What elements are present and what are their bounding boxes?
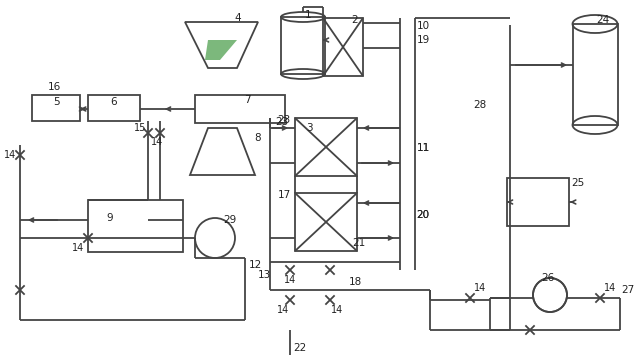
Text: 1: 1 bbox=[305, 10, 311, 20]
Bar bbox=[295, 118, 357, 176]
Bar bbox=[295, 193, 357, 251]
Text: 21: 21 bbox=[352, 238, 366, 248]
Text: 14: 14 bbox=[474, 283, 486, 293]
Text: 11: 11 bbox=[417, 143, 429, 153]
Text: 23: 23 bbox=[277, 115, 291, 125]
Text: 4: 4 bbox=[235, 13, 242, 23]
Text: 20: 20 bbox=[417, 210, 429, 220]
Text: 20: 20 bbox=[417, 210, 429, 220]
Text: 8: 8 bbox=[255, 133, 261, 143]
Bar bbox=[323, 18, 363, 76]
Text: 22: 22 bbox=[293, 343, 307, 353]
Text: 28: 28 bbox=[473, 100, 487, 110]
Text: 9: 9 bbox=[107, 213, 113, 223]
Text: 13: 13 bbox=[258, 270, 271, 280]
Polygon shape bbox=[205, 40, 237, 60]
Text: 12: 12 bbox=[249, 260, 261, 270]
Text: 17: 17 bbox=[277, 190, 291, 200]
Text: 14: 14 bbox=[151, 137, 163, 147]
Bar bbox=[88, 95, 140, 121]
Text: 29: 29 bbox=[224, 215, 236, 225]
Text: 14: 14 bbox=[604, 283, 616, 293]
Text: 24: 24 bbox=[596, 15, 610, 25]
Text: 6: 6 bbox=[111, 97, 118, 107]
Text: 25: 25 bbox=[571, 178, 585, 188]
Text: 19: 19 bbox=[417, 35, 429, 45]
Text: 23: 23 bbox=[275, 117, 289, 127]
Text: 5: 5 bbox=[52, 97, 59, 107]
Text: 14: 14 bbox=[4, 150, 16, 160]
Text: 14: 14 bbox=[331, 305, 343, 315]
Text: 11: 11 bbox=[417, 143, 429, 153]
Text: 7: 7 bbox=[243, 95, 250, 105]
Bar bbox=[573, 24, 618, 125]
Text: 10: 10 bbox=[417, 21, 429, 31]
Text: 14: 14 bbox=[72, 243, 84, 253]
Text: 18: 18 bbox=[348, 277, 362, 287]
Text: 2: 2 bbox=[351, 15, 358, 25]
Text: 14: 14 bbox=[284, 275, 296, 285]
Text: 26: 26 bbox=[541, 273, 555, 283]
Text: 14: 14 bbox=[277, 305, 289, 315]
Bar bbox=[32, 95, 80, 121]
Bar bbox=[195, 95, 285, 123]
Bar bbox=[507, 178, 569, 226]
Text: 3: 3 bbox=[305, 123, 312, 133]
Bar bbox=[88, 200, 183, 252]
Bar bbox=[281, 17, 325, 74]
Text: 27: 27 bbox=[621, 285, 635, 295]
Text: 15: 15 bbox=[134, 123, 146, 133]
Text: 16: 16 bbox=[47, 82, 61, 92]
